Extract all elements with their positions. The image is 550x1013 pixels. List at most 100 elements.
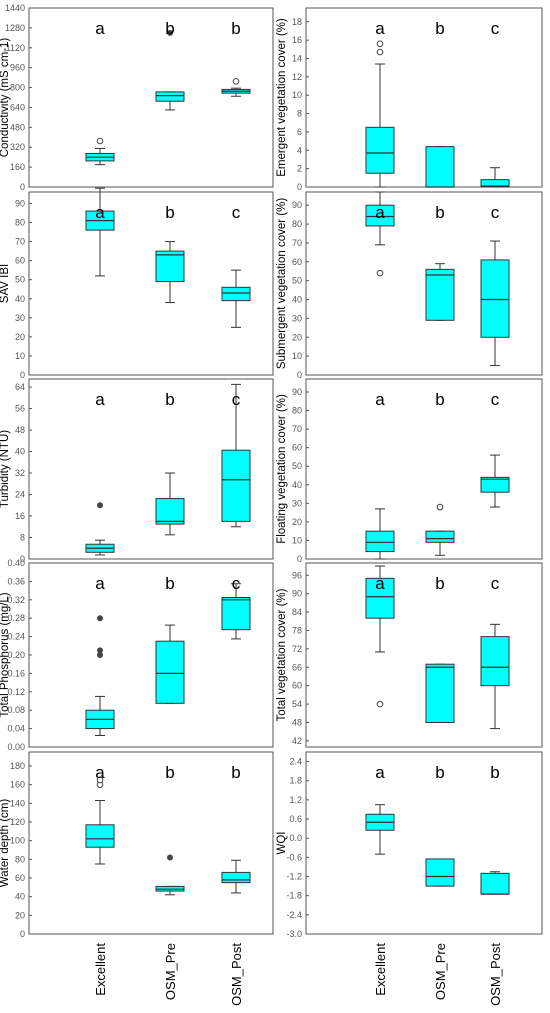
- y-tick-label: 120: [10, 817, 25, 827]
- significance-letter: a: [375, 203, 385, 222]
- y-tick-label: 80: [15, 218, 25, 228]
- y-tick-label: 0.36: [7, 576, 25, 586]
- y-axis-label: Emergent vegetation cover (%): [276, 18, 288, 177]
- iqr-box: [365, 126, 395, 174]
- y-tick-label: 40: [15, 447, 25, 457]
- y-tick-label: 1280: [5, 23, 25, 33]
- y-tick-label: 8: [20, 533, 25, 543]
- box-Excellent: [85, 187, 115, 277]
- significance-letter: b: [435, 763, 444, 782]
- significance-letter: b: [165, 19, 174, 38]
- box-OSM_Post: [221, 383, 251, 528]
- significance-letter: a: [95, 203, 105, 222]
- box-Excellent: [85, 615, 115, 736]
- box-OSM_Post: [221, 78, 251, 97]
- panel-frame: [305, 378, 543, 560]
- y-tick-label: 140: [10, 798, 25, 808]
- outlier-point: [376, 48, 384, 56]
- panel-frame: [305, 7, 543, 188]
- y-axis-label: Total Phosphorus (mg/L): [0, 592, 11, 717]
- box-OSM_Post: [480, 454, 510, 508]
- panel-frame: [28, 751, 274, 935]
- significance-letter: b: [165, 390, 174, 409]
- significance-letter: c: [232, 574, 241, 593]
- y-tick-label: 0: [20, 370, 25, 380]
- y-tick-label: 40: [292, 480, 302, 490]
- panel-frame: [305, 562, 543, 748]
- y-tick-label: 50: [292, 461, 302, 471]
- y-tick-label: 32: [15, 468, 25, 478]
- box-OSM_Post: [480, 167, 510, 188]
- right-category-label: Excellent: [373, 943, 388, 996]
- y-tick-label: 78: [292, 625, 302, 635]
- significance-letter: a: [95, 574, 105, 593]
- significance-letter: b: [165, 574, 174, 593]
- y-tick-label: 24: [15, 490, 25, 500]
- y-tick-label: 72: [292, 644, 302, 654]
- panel-6: 0.00 0.04 0.08 0.12 0.16 0.20 0.24 0.28 0.32 0.36…: [0, 558, 274, 752]
- y-tick-label: 180: [10, 761, 25, 771]
- iqr-box: [480, 179, 510, 188]
- iqr-box: [425, 663, 455, 723]
- box-Excellent: [365, 508, 395, 560]
- y-tick-label: 0.40: [7, 558, 25, 568]
- iqr-box: [425, 268, 455, 321]
- box-OSM_Pre: [155, 472, 185, 536]
- iqr-box: [480, 872, 510, 895]
- y-tick-label: 6: [297, 127, 302, 137]
- left-category-label: OSM_Post: [229, 943, 244, 1006]
- y-tick-label: 640: [10, 102, 25, 112]
- y-axis-label: WQI: [276, 832, 288, 855]
- right-category-label: OSM_Post: [488, 943, 503, 1006]
- box-OSM_Pre: [425, 503, 455, 556]
- y-tick-label: 12: [292, 72, 302, 82]
- extreme-outlier-point: [97, 502, 104, 509]
- y-tick-label: -1.8: [286, 891, 302, 901]
- y-tick-label: 10: [292, 90, 302, 100]
- y-tick-label: 1440: [5, 3, 25, 13]
- y-tick-label: 0: [297, 554, 302, 564]
- y-tick-label: 480: [10, 122, 25, 132]
- panel-0: 0 160 320 480 640 800 960 1120 1280 1440 Conductiv…: [0, 3, 274, 192]
- y-tick-label: 40: [15, 892, 25, 902]
- box-OSM_Pre: [155, 624, 185, 704]
- box-OSM_Pre: [155, 241, 185, 304]
- iqr-box: [365, 530, 395, 553]
- significance-letter: a: [375, 19, 385, 38]
- y-tick-label: 60: [292, 257, 302, 267]
- significance-letter: a: [375, 390, 385, 409]
- y-tick-label: 40: [15, 294, 25, 304]
- y-tick-label: 0.24: [7, 632, 25, 642]
- extreme-outlier-point: [166, 854, 173, 861]
- significance-letter: b: [490, 763, 499, 782]
- box-Excellent: [365, 565, 395, 708]
- panel-7: 42 48 54 60 66 72 78 84 90 96 Total vegetation cov…: [276, 562, 543, 748]
- significance-letter: c: [491, 203, 500, 222]
- box-OSM_Pre: [425, 146, 455, 188]
- y-tick-label: 60: [292, 681, 302, 691]
- y-tick-label: 10: [15, 351, 25, 361]
- extreme-outlier-point: [97, 615, 104, 622]
- y-tick-label: 30: [15, 313, 25, 323]
- box-Excellent: [85, 776, 115, 865]
- y-tick-label: 54: [292, 699, 302, 709]
- box-OSM_Post: [221, 583, 251, 640]
- y-tick-label: -3.0: [286, 929, 302, 939]
- significance-letter: a: [95, 19, 105, 38]
- significance-letter: a: [375, 763, 385, 782]
- y-tick-label: 0.0: [289, 833, 302, 843]
- significance-letter: c: [491, 390, 500, 409]
- significance-letter: b: [435, 390, 444, 409]
- y-tick-label: 0.00: [7, 742, 25, 752]
- y-tick-label: 0.28: [7, 613, 25, 623]
- y-tick-label: 0.12: [7, 687, 25, 697]
- y-axis-label: Turbidity (NTU): [0, 430, 11, 508]
- panel-9: -3.0 -2.4 -1.8 -1.2 -0.6 0.0 0.6 1.2 1.8 2.4 WQI a b…: [276, 751, 543, 939]
- extreme-outlier-point: [97, 647, 104, 654]
- significance-letter: a: [95, 763, 105, 782]
- panel-frame: [28, 378, 274, 560]
- y-tick-label: 20: [15, 332, 25, 342]
- y-tick-label: 70: [292, 424, 302, 434]
- iqr-box: [221, 286, 251, 302]
- box-OSM_Post: [221, 859, 251, 894]
